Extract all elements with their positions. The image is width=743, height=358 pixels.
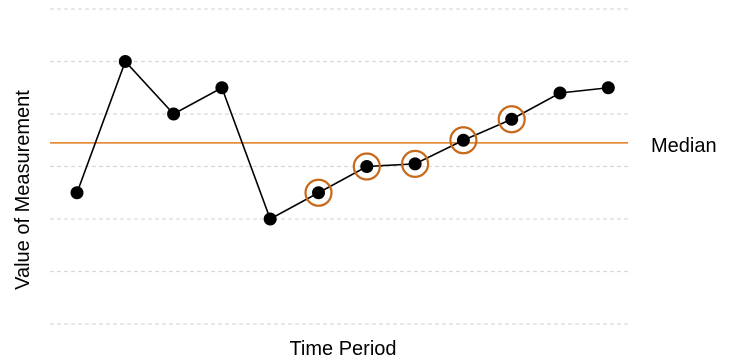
gridlines: [50, 8, 628, 325]
data-series: [76, 59, 609, 221]
y-axis-title: Value of Measurement: [12, 90, 34, 290]
highlight-ring: [304, 178, 333, 207]
data-point: [70, 186, 84, 200]
data-point: [408, 157, 422, 171]
highlight-ring: [401, 149, 430, 178]
data-point: [167, 107, 181, 121]
data-point: [215, 81, 229, 95]
highlight-ring: [352, 152, 381, 181]
data-point: [456, 133, 470, 147]
data-point: [360, 160, 374, 173]
data-point: [118, 55, 132, 68]
data-point: [553, 86, 567, 100]
x-axis-title: Time Period: [289, 338, 396, 358]
data-point: [312, 186, 325, 200]
data-point: [505, 112, 519, 126]
data-points: [70, 55, 615, 226]
highlight-ring: [449, 126, 478, 155]
highlight-ring: [497, 105, 526, 134]
shift-highlights: [304, 105, 526, 207]
series-line: [76, 59, 609, 221]
data-point: [601, 81, 615, 95]
median-label: Median: [651, 135, 717, 157]
data-point: [263, 212, 277, 226]
